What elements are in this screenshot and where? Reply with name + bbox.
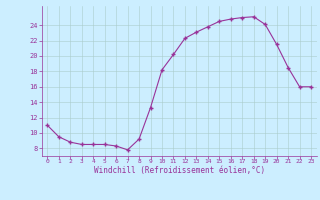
X-axis label: Windchill (Refroidissement éolien,°C): Windchill (Refroidissement éolien,°C): [94, 166, 265, 175]
